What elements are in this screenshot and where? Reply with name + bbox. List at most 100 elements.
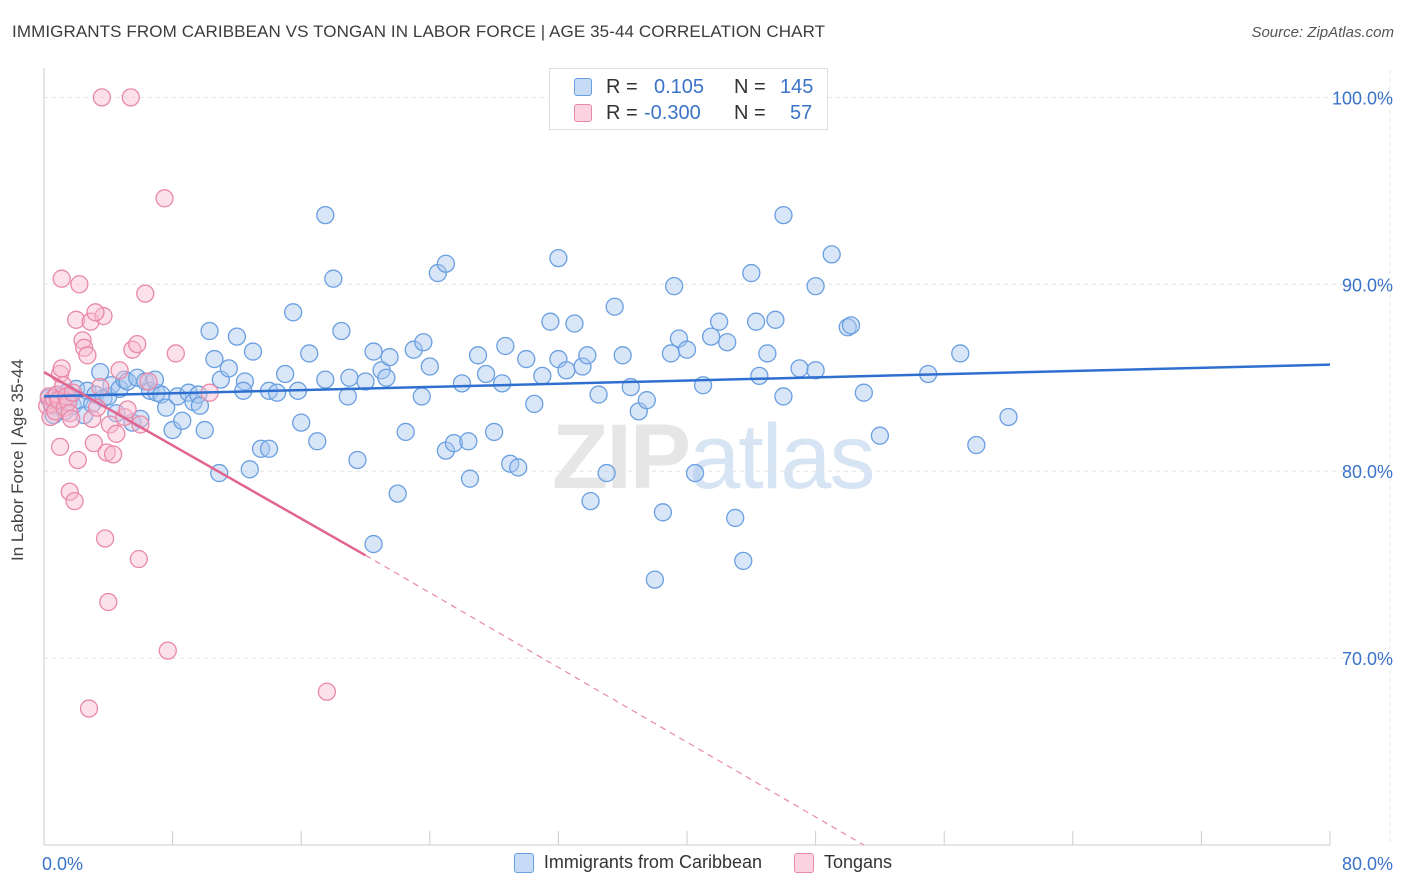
point-caribbean (259, 439, 279, 458)
point-caribbean (746, 312, 766, 331)
point-caribbean (396, 422, 415, 442)
point-caribbean (653, 503, 673, 522)
legend-r-value: 0.105 (654, 75, 705, 98)
point-caribbean (173, 411, 192, 430)
point-tongans (100, 415, 120, 434)
point-caribbean (509, 458, 528, 477)
trend-line-tongans-extrapolated (365, 554, 865, 846)
point-caribbean (841, 316, 861, 335)
point-tongans (121, 88, 140, 107)
point-caribbean (766, 310, 785, 329)
point-tongans (129, 549, 148, 569)
point-caribbean (742, 263, 761, 283)
point-caribbean (573, 357, 592, 376)
point-caribbean (734, 551, 753, 571)
point-caribbean (267, 383, 287, 402)
point-tongans (62, 409, 81, 429)
point-caribbean (549, 248, 568, 268)
point-caribbean (190, 396, 210, 415)
point-caribbean (459, 432, 478, 451)
legend-row-caribbean: R = 0.105 N = 145 (550, 74, 813, 100)
point-caribbean (774, 387, 793, 406)
point-caribbean (404, 340, 423, 359)
point-caribbean (348, 450, 367, 470)
point-tongans (83, 409, 102, 429)
point-caribbean (412, 387, 431, 406)
point-tongans (52, 269, 71, 288)
point-caribbean (275, 364, 295, 384)
point-tongans (60, 482, 79, 501)
series-immigrants-from-caribbean (39, 205, 1018, 589)
point-caribbean (157, 398, 176, 417)
point-caribbean (557, 361, 576, 380)
legend-n-label: N = (734, 75, 766, 98)
point-caribbean (581, 491, 600, 511)
point-caribbean (460, 469, 480, 488)
point-caribbean (967, 435, 986, 455)
legend-r-label: R = (606, 101, 638, 124)
trend-line-tongans (43, 371, 367, 557)
legend-label-caribbean: Immigrants from Caribbean (543, 852, 762, 872)
stats-legend: R = 0.105 N = 145 R = -0.300 N = 57 (549, 68, 828, 130)
point-caribbean (589, 385, 608, 404)
point-tongans (128, 334, 147, 354)
point-caribbean (91, 362, 110, 382)
point-caribbean (613, 346, 632, 365)
point-caribbean (452, 374, 472, 393)
legend-item-tongans[interactable]: Tongans (794, 852, 892, 873)
point-tongans (50, 437, 70, 457)
point-caribbean (701, 327, 721, 346)
x-tick-label-max: 80.0% (1342, 854, 1393, 874)
point-caribbean (243, 342, 263, 361)
point-caribbean (436, 254, 456, 273)
watermark-zip: ZIP (552, 406, 691, 508)
point-caribbean (822, 245, 841, 264)
point-caribbean (774, 205, 793, 225)
legend-swatch-caribbean (513, 852, 534, 873)
point-tongans (166, 344, 185, 363)
legend-swatch-caribbean (574, 78, 592, 96)
point-caribbean (219, 359, 239, 378)
point-tongans (317, 682, 337, 701)
point-tongans (136, 284, 155, 303)
point-tongans (52, 359, 71, 378)
point-caribbean (300, 344, 319, 363)
point-caribbean (338, 387, 357, 406)
point-caribbean (324, 269, 343, 288)
point-caribbean (541, 312, 560, 331)
point-tongans (68, 450, 87, 470)
point-caribbean (806, 277, 825, 296)
point-tongans (118, 400, 137, 419)
point-tongans (107, 424, 126, 443)
point-tongans (86, 303, 105, 322)
watermark-atlas: atlas (689, 406, 875, 508)
y-tick-label: 90.0% (1342, 275, 1393, 295)
point-caribbean (806, 361, 825, 380)
point-caribbean (205, 349, 224, 369)
watermark: ZIPatlas (552, 405, 875, 510)
point-caribbean (356, 372, 375, 391)
legend-item-caribbean[interactable]: Immigrants from Caribbean (513, 852, 762, 873)
point-tongans (84, 434, 103, 453)
point-caribbean (492, 374, 512, 393)
point-caribbean (240, 460, 259, 479)
series-tongans (38, 88, 337, 718)
legend-r-value: -0.300 (644, 101, 701, 124)
point-caribbean (854, 383, 873, 402)
point-caribbean (332, 321, 351, 341)
point-tongans (92, 88, 112, 107)
point-caribbean (750, 366, 769, 386)
point-tongans (139, 372, 158, 391)
point-caribbean (200, 321, 219, 341)
legend-n-value: 57 (790, 101, 813, 124)
point-caribbean (292, 413, 311, 432)
point-tongans (95, 529, 115, 548)
legend-r-label: R = (606, 75, 638, 98)
grid-lines (44, 70, 1391, 845)
point-caribbean (645, 570, 664, 589)
legend-row-tongans: R = -0.300 N = 57 (550, 100, 812, 126)
point-caribbean (951, 344, 970, 363)
point-caribbean (533, 366, 552, 386)
legend-n-value: 145 (780, 75, 814, 98)
